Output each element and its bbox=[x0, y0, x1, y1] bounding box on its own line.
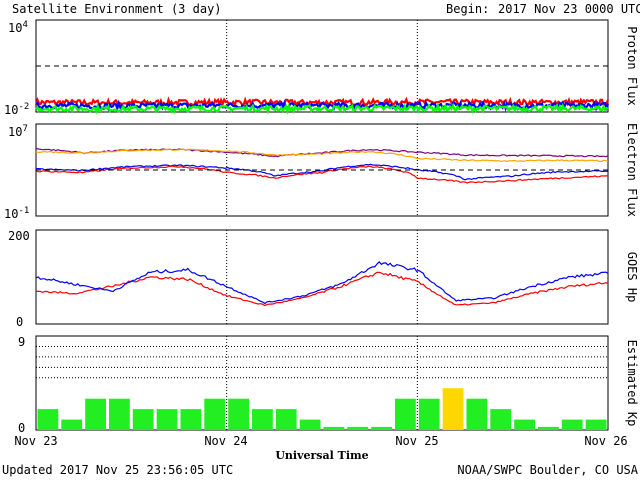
kp-grid-lines bbox=[36, 335, 608, 379]
kp-bar-17 bbox=[442, 388, 464, 430]
kp-bar-7 bbox=[204, 398, 226, 430]
xtick-nov24: Nov 24 bbox=[204, 434, 247, 448]
electron-series-line-2 bbox=[35, 163, 609, 181]
goes-hp-panel-frame bbox=[35, 229, 609, 325]
kp-bar-16 bbox=[418, 398, 440, 430]
chart-title: Satellite Environment (3 day) bbox=[12, 2, 222, 16]
electron-series-line-3 bbox=[35, 165, 608, 184]
kp-bar-2 bbox=[85, 398, 106, 430]
kp-ylabel: Estimated Kp bbox=[625, 340, 639, 427]
kp-ytick-top: 9 bbox=[18, 335, 25, 349]
begin-value: 2017 Nov 23 0000 UTC bbox=[498, 2, 640, 16]
kp-bar-18 bbox=[466, 398, 488, 430]
goes-hp-ytick-bottom: 0 bbox=[16, 315, 23, 329]
day-separators bbox=[226, 20, 418, 430]
kp-bar-12 bbox=[323, 426, 345, 430]
kp-bars-group bbox=[37, 388, 607, 430]
kp-bar-3 bbox=[109, 398, 130, 430]
electron-series-group bbox=[35, 147, 609, 184]
kp-bar-22 bbox=[561, 419, 583, 430]
xtick-nov26: Nov 26 bbox=[584, 434, 627, 448]
proton-ytick-bottom: 10-2 bbox=[4, 102, 29, 117]
x-axis-label: Universal Time bbox=[275, 449, 368, 462]
goes-hp-ylabel: GOES Hp bbox=[625, 252, 639, 303]
electron-ytick-bottom: 10-1 bbox=[4, 206, 29, 221]
kp-bar-8 bbox=[228, 398, 249, 430]
kp-bar-21 bbox=[538, 426, 559, 430]
proton-ytick-top: 104 bbox=[8, 20, 28, 35]
proton-series-group bbox=[34, 96, 610, 115]
credit-label: NOAA/SWPC Boulder, CO USA bbox=[457, 463, 638, 477]
kp-ytick-bottom: 0 bbox=[18, 421, 25, 435]
kp-bar-0 bbox=[37, 409, 59, 430]
kp-bar-4 bbox=[132, 409, 154, 430]
goes-hp-ytick-top: 200 bbox=[8, 229, 30, 243]
kp-bar-23 bbox=[585, 419, 607, 430]
kp-bar-6 bbox=[180, 409, 202, 430]
kp-bar-10 bbox=[275, 409, 297, 430]
xtick-nov23: Nov 23 bbox=[14, 434, 57, 448]
electron-ytick-top: 107 bbox=[8, 124, 28, 139]
kp-bar-9 bbox=[252, 409, 273, 430]
kp-bar-1 bbox=[61, 419, 83, 430]
kp-bar-14 bbox=[371, 426, 392, 430]
proton-ylabel: Proton Flux bbox=[625, 26, 639, 105]
kp-bar-11 bbox=[299, 419, 321, 430]
electron-series-line-1 bbox=[35, 148, 609, 163]
electron-ylabel: Electron Flux bbox=[625, 123, 639, 217]
goes_hp-series-line-1 bbox=[35, 261, 609, 305]
updated-timestamp: Updated 2017 Nov 25 23:56:05 UTC bbox=[2, 463, 233, 477]
proton-series-line-2 bbox=[35, 102, 609, 115]
begin-label: Begin: bbox=[446, 2, 489, 16]
kp-bar-13 bbox=[347, 426, 369, 430]
kp-bar-5 bbox=[156, 409, 178, 430]
electron-series-line-0 bbox=[35, 147, 609, 158]
xtick-nov25: Nov 25 bbox=[395, 434, 438, 448]
kp-bar-19 bbox=[490, 409, 512, 430]
kp-bar-20 bbox=[514, 419, 535, 430]
goes-hp-series-group bbox=[35, 261, 609, 307]
kp-bar-15 bbox=[395, 398, 416, 430]
